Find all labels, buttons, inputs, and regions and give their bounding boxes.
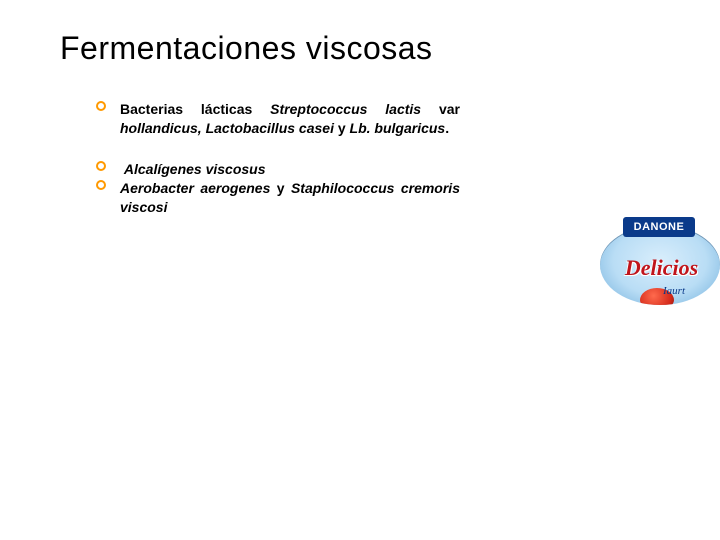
- slide-body: Bacterias lácticas Streptococcus lactis …: [120, 100, 460, 216]
- slide: Fermentaciones viscosas Bacterias láctic…: [0, 0, 720, 540]
- text-bold: y: [338, 120, 346, 136]
- text-species: hollandicus, Lactobacillus casei: [120, 120, 334, 136]
- product-logo: DANONE Delicios Iaurt: [600, 215, 720, 310]
- brand-badge: DANONE: [623, 217, 695, 237]
- text-bold: y: [277, 180, 285, 196]
- text-bold: var: [439, 101, 460, 117]
- product-name: Delicios: [614, 255, 709, 281]
- bullet-group: Alcalígenes viscosus Aerobacter aerogene…: [120, 160, 460, 217]
- product-sub: Iaurt: [663, 285, 685, 297]
- bullet-circle-icon: [96, 161, 106, 171]
- bullet-circle-icon: [96, 101, 106, 111]
- text-bold: .: [445, 120, 449, 136]
- text-species: Aerobacter aerogenes: [120, 180, 270, 196]
- text-species: Streptococcus lactis: [270, 101, 421, 117]
- bullet-item-2: Alcalígenes viscosus: [120, 160, 460, 179]
- bullet-item-3: Aerobacter aerogenes y Staphilococcus cr…: [120, 179, 460, 217]
- slide-title: Fermentaciones viscosas: [60, 30, 433, 67]
- bullet-circle-icon: [96, 180, 106, 190]
- text-bold: Bacterias lácticas: [120, 101, 252, 117]
- text-species: Alcalígenes viscosus: [124, 161, 266, 177]
- bullet-item-1: Bacterias lácticas Streptococcus lactis …: [120, 100, 460, 138]
- text-species: Lb. bulgaricus: [350, 120, 446, 136]
